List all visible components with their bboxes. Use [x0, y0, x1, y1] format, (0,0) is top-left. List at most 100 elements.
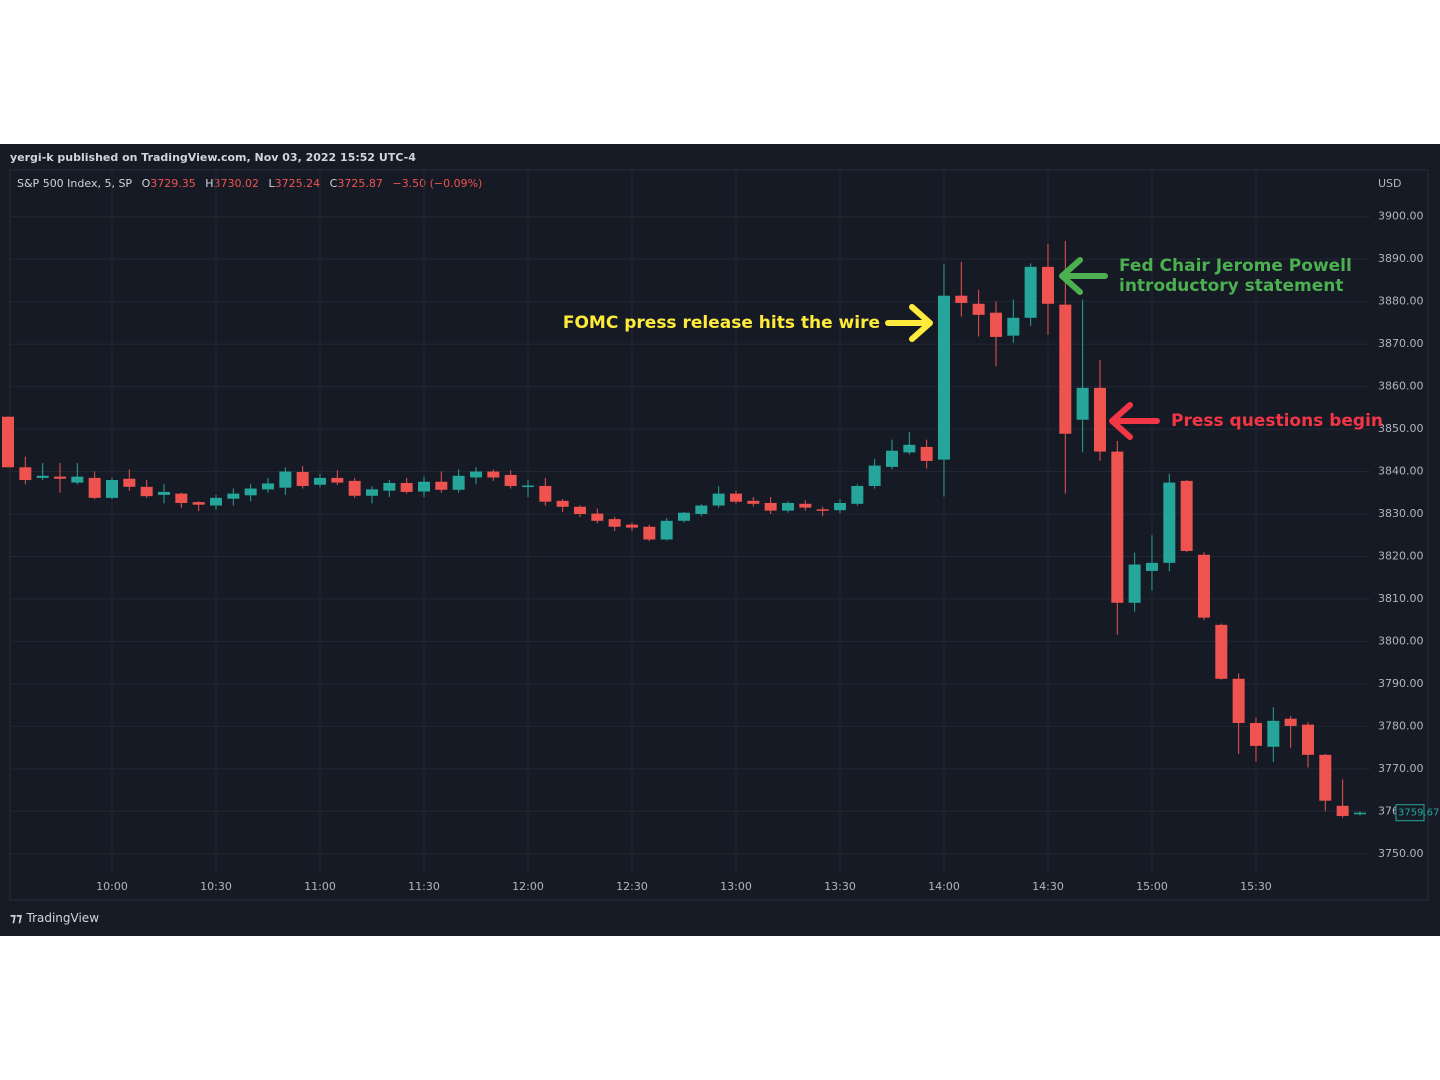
candle-body	[1076, 387, 1089, 420]
candle-body	[36, 475, 49, 478]
candle-body	[781, 502, 794, 511]
y-tick-label: 3800.00	[1378, 634, 1424, 647]
annotation-text: Fed Chair Jerome Powell	[1119, 256, 1352, 276]
candles: 3759.67	[2, 240, 1439, 822]
candle-body	[1336, 805, 1349, 816]
candle-body	[989, 312, 1002, 337]
candle-body	[1232, 678, 1245, 723]
candle-body	[903, 444, 916, 453]
x-tick-label: 10:00	[96, 880, 128, 893]
candle-body	[677, 512, 690, 521]
candle-body	[920, 446, 933, 461]
x-tick-label: 13:30	[824, 880, 856, 893]
candle-body	[937, 295, 950, 460]
candle-body	[712, 493, 725, 506]
y-tick-label: 3850.00	[1378, 422, 1424, 435]
ohlc-label: C	[330, 177, 338, 190]
last-price-box	[1395, 804, 1425, 822]
candle-body	[955, 295, 968, 303]
candle-body	[1353, 812, 1366, 815]
candle-body	[1319, 754, 1332, 801]
last-price-label: 3759.67	[1398, 808, 1439, 819]
candle-body	[885, 450, 898, 467]
candle-body	[1093, 387, 1106, 452]
y-tick-label: 3810.00	[1378, 592, 1424, 605]
candle-body	[1145, 562, 1158, 571]
candle-body	[383, 483, 396, 491]
candle-body	[71, 476, 84, 483]
brand-name: TradingView	[26, 911, 100, 925]
symbol-legend: S&P 500 Index, 5, SP O3729.35 H3730.02 L…	[17, 177, 482, 190]
x-tick-label: 13:00	[720, 880, 752, 893]
candle-body	[1180, 480, 1193, 551]
annotation-arrowhead	[1109, 402, 1133, 440]
annotation-arrowhead	[1059, 257, 1083, 295]
x-tick-label: 12:00	[512, 880, 544, 893]
candle-body	[1128, 564, 1141, 603]
candle-body	[816, 509, 829, 511]
candle-body	[747, 500, 760, 504]
brand: ⁊⁊ TradingView	[10, 911, 99, 925]
candle-body	[573, 506, 586, 515]
candle-body	[729, 493, 742, 502]
candle-body	[1007, 317, 1020, 336]
candle-body	[1111, 451, 1124, 603]
candle-body	[1284, 718, 1297, 726]
x-tick-label: 12:30	[616, 880, 648, 893]
x-tick-label: 15:00	[1136, 880, 1168, 893]
x-tick-label: 11:00	[304, 880, 336, 893]
candle-body	[1041, 266, 1054, 304]
currency: USD	[1378, 177, 1402, 190]
ohlc-value: 3725.24	[275, 177, 321, 190]
candle-body	[1059, 304, 1072, 434]
x-tick-label: 14:00	[928, 880, 960, 893]
candle-body	[105, 480, 118, 498]
y-tick-label: 3880.00	[1378, 295, 1424, 308]
candle-body	[608, 519, 621, 527]
annotation-text: Press questions begin	[1171, 411, 1383, 431]
candle-body	[833, 502, 846, 511]
candle-body	[660, 520, 673, 540]
candle-body	[504, 474, 517, 486]
candle-body	[313, 477, 326, 485]
ohlc-label: O	[142, 177, 151, 190]
y-tick-label: 3900.00	[1378, 210, 1424, 223]
ohlc-value: 3730.02	[214, 177, 260, 190]
candle-body	[209, 497, 222, 506]
published-note: yergi-k published on TradingView.com, No…	[10, 151, 416, 164]
candle-body	[261, 483, 274, 490]
candle-body	[244, 488, 257, 496]
candle-body	[1197, 554, 1210, 618]
y-tick-label: 3890.00	[1378, 252, 1424, 265]
candle-body	[2, 416, 14, 468]
candle-body	[123, 478, 136, 487]
candle-body	[331, 477, 344, 483]
candle-body	[435, 481, 448, 490]
change: −3.50 (−0.09%)	[392, 177, 482, 190]
ohlc-label: L	[269, 177, 276, 190]
candle-body	[487, 471, 500, 478]
candle-body	[868, 465, 881, 486]
y-tick-label: 3790.00	[1378, 677, 1424, 690]
candle-body	[695, 505, 708, 515]
y-tick-label: 3860.00	[1378, 380, 1424, 393]
candle-body	[53, 476, 66, 479]
candle-body	[1301, 724, 1314, 755]
y-tick-label: 3780.00	[1378, 719, 1424, 732]
candle-body	[469, 471, 482, 478]
x-tick-label: 15:30	[1240, 880, 1272, 893]
candle-body	[175, 493, 188, 503]
candle-body	[279, 471, 292, 488]
x-tick-label: 11:30	[408, 880, 440, 893]
candle-body	[851, 485, 864, 504]
candle-body	[19, 467, 32, 481]
ohlc-label: H	[205, 177, 213, 190]
y-tick-label: 3830.00	[1378, 507, 1424, 520]
annotation-text: introductory statement	[1119, 276, 1344, 296]
candle-body	[157, 491, 170, 495]
candle-body	[1267, 720, 1280, 747]
candle-body	[88, 477, 101, 498]
y-tick-label: 3750.00	[1378, 847, 1424, 860]
candle-body	[764, 502, 777, 511]
